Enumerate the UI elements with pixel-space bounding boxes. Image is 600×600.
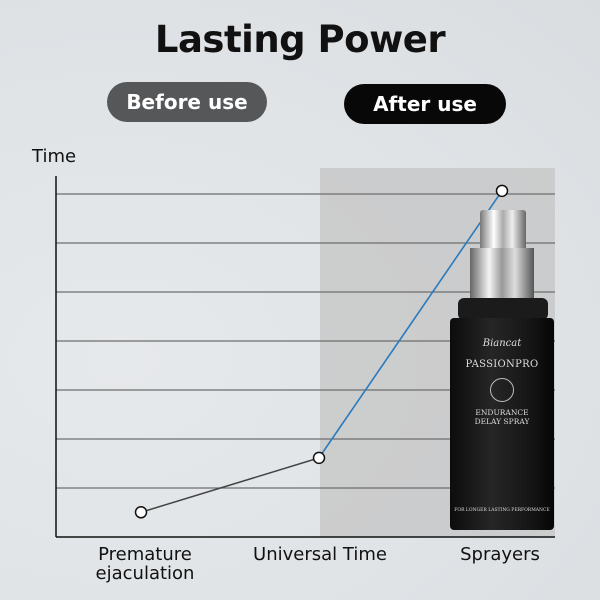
bottle-collar	[470, 248, 534, 298]
x-tick-label: Universal Time	[253, 544, 387, 565]
page-title: Lasting Power	[154, 18, 446, 61]
series-segment-before	[140, 457, 320, 513]
bottle-body: Biancat PASSIONPRO ENDURANCE DELAY SPRAY…	[450, 318, 554, 530]
x-tick-label: Premature ejaculation	[95, 544, 195, 584]
legend-after-use: After use	[344, 84, 506, 124]
data-point	[495, 184, 509, 198]
x-tick-label: Sprayers	[460, 544, 540, 565]
legend-before-use: Before use	[107, 82, 267, 122]
bottle-neck	[458, 298, 548, 320]
data-point	[134, 506, 148, 519]
product-bottle-image: Biancat PASSIONPRO ENDURANCE DELAY SPRAY…	[450, 210, 554, 530]
product-line2: DELAY SPRAY	[474, 417, 530, 426]
bottle-sprayer	[480, 210, 526, 250]
data-point	[312, 451, 326, 465]
series-segment-after	[318, 190, 503, 459]
clock-icon	[490, 378, 514, 402]
product-name: PASSIONPRO	[465, 359, 539, 370]
y-axis-label: Time	[32, 146, 77, 167]
product-brand: Biancat	[482, 338, 522, 349]
product-line1: ENDURANCE	[475, 408, 529, 417]
product-tagline: FOR LONGER LASTING PERFORMANCE	[454, 508, 550, 513]
